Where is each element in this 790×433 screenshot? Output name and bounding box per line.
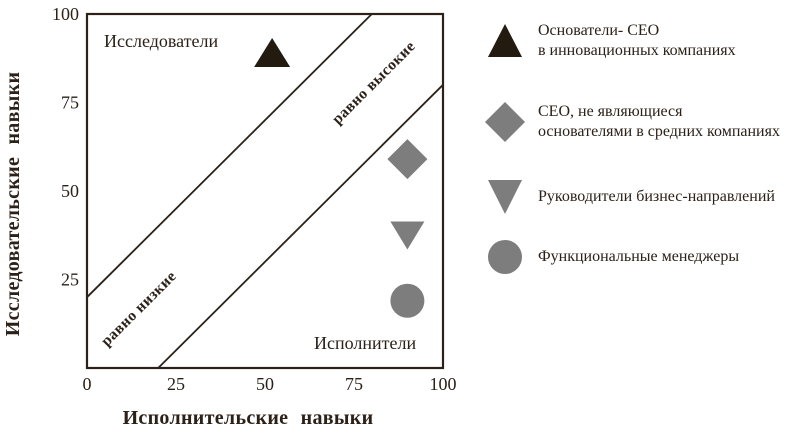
legend-label: Руководители бизнес-направлений (538, 187, 775, 207)
x-axis-title: Исполнительские навыки (123, 407, 374, 429)
x-tick-label: 25 (167, 374, 185, 394)
diagonal-line (86, 13, 373, 298)
region-label-executors: Исполнители (314, 333, 416, 353)
legend-label-line: CEO, не являющиеся (538, 103, 683, 120)
legend-label-line: Функциональные менеджеры (538, 248, 740, 265)
x-tick-label: 100 (430, 374, 457, 394)
y-tick-label: 25 (61, 270, 79, 290)
marker-circle (390, 283, 425, 318)
diagonal-band-lines (86, 13, 444, 369)
x-tick-label: 50 (256, 374, 274, 394)
diagonal-line (157, 84, 444, 369)
legend-item-business-unit-heads: Руководители бизнес-направлений (483, 177, 775, 217)
legend-label-line: в инновационных компаниях (538, 42, 736, 59)
legend: Основатели- CEO в инновационных компания… (483, 0, 790, 433)
legend-item-functional-managers: Функциональные менеджеры (483, 237, 739, 277)
legend-label-line: Руководители бизнес-направлений (538, 188, 775, 205)
circle-icon (488, 240, 522, 274)
marker-diamond (387, 139, 428, 180)
y-axis-tick-labels: 25 50 75 100 (52, 4, 79, 290)
diamond-icon (485, 102, 525, 142)
data-point-markers (254, 37, 428, 318)
legend-label: Основатели- CEO в инновационных компания… (538, 21, 736, 61)
y-tick-label: 75 (61, 93, 79, 113)
legend-item-founders-ceo: Основатели- CEO в инновационных компания… (483, 21, 736, 61)
marker-triangle-up (254, 37, 291, 67)
triangle-down-icon (488, 180, 522, 214)
y-axis-title: Исследовательские навыки (2, 72, 24, 337)
legend-item-nonfounder-ceo: CEO, не являющиеся основателями в средни… (483, 102, 780, 142)
y-tick-label: 100 (52, 4, 79, 24)
legend-label: CEO, не являющиеся основателями в средни… (538, 102, 780, 142)
x-axis-tick-labels: 0 25 50 75 100 (83, 374, 457, 394)
y-tick-label: 50 (61, 181, 79, 201)
x-tick-label: 75 (345, 374, 363, 394)
marker-triangle-down (390, 221, 425, 250)
legend-label-line: Основатели- CEO (538, 22, 660, 39)
x-tick-label: 0 (83, 374, 92, 394)
band-label-equally-high: равно высокие (329, 38, 419, 128)
scatter-chart: 0 25 50 75 100 25 50 75 100 Исследователи Испол… (2, 4, 457, 429)
triangle-up-icon (488, 24, 522, 57)
legend-label: Функциональные менеджеры (538, 247, 739, 267)
band-label-equally-low: равно низкие (98, 268, 180, 350)
legend-label-line: основателями в средних компаниях (538, 123, 780, 140)
plot-frame (85, 12, 445, 370)
region-label-researchers: Исследователи (104, 31, 218, 51)
